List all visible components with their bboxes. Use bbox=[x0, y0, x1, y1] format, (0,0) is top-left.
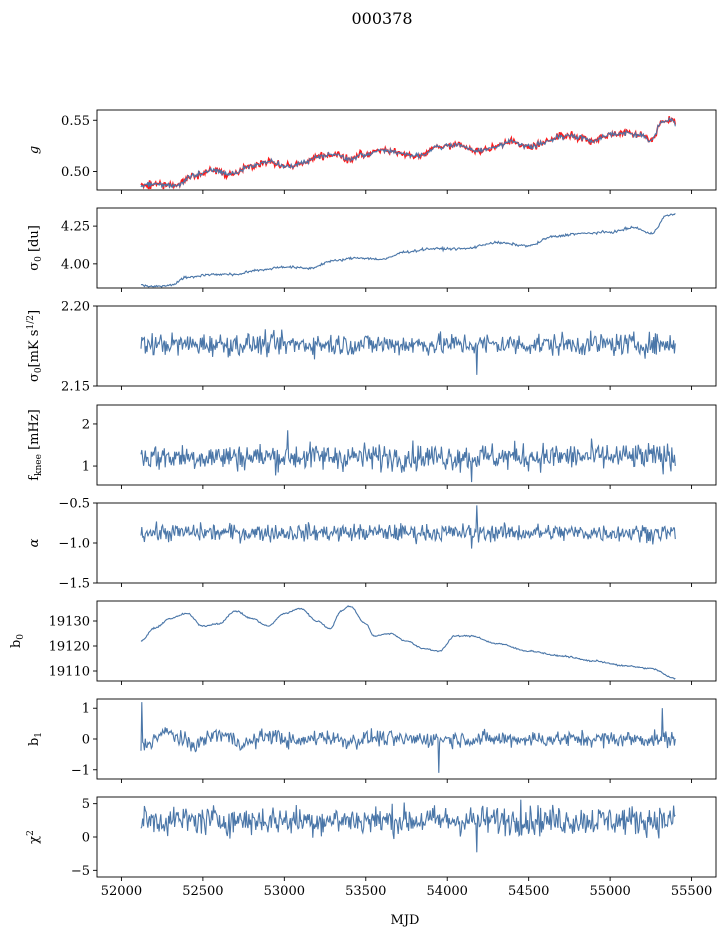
x-axis-label: MJD bbox=[391, 913, 420, 928]
y-tick-label-b0-1: 19120 bbox=[49, 640, 90, 655]
y-axis-label-b0: b0 bbox=[9, 634, 26, 648]
series-line-chi2 bbox=[140, 799, 676, 853]
y-tick-label-g-0: 0.50 bbox=[61, 165, 90, 180]
axes-frame-sigma0_du bbox=[96, 207, 717, 289]
y-tick-label-sigma0_mK-1: 2.20 bbox=[61, 300, 90, 315]
y-tick-label-b0-2: 19130 bbox=[49, 615, 90, 630]
series-line-g bbox=[140, 117, 676, 189]
series-highlight-g bbox=[140, 116, 677, 190]
x-tick-label-2: 53000 bbox=[264, 884, 305, 899]
series-line-sigma0_du bbox=[140, 213, 676, 288]
y-tick-label-fknee-1: 2 bbox=[82, 417, 90, 432]
series-line-b0 bbox=[140, 605, 676, 680]
panel-fknee: 1 2 fknee [mHz] bbox=[27, 404, 717, 489]
axes-frame-alpha bbox=[96, 502, 717, 584]
y-tick-label-alpha-2: −0.5 bbox=[58, 497, 90, 512]
y-tick-label-sigma0_mK-0: 2.15 bbox=[61, 380, 90, 395]
series-line-b1 bbox=[140, 702, 676, 773]
y-tick-label-alpha-1: −1.0 bbox=[58, 537, 90, 552]
axes-frame-chi2 bbox=[96, 796, 717, 878]
y-axis-label-chi2: χ2 bbox=[26, 830, 42, 844]
y-axis-label-alpha: α bbox=[27, 538, 42, 547]
panel-b0: 19110 19120 19130 b0 bbox=[9, 600, 717, 685]
series-line-fknee bbox=[140, 430, 676, 483]
panel-sigma0_du: 4.00 4.25 σ0 [du] bbox=[27, 207, 717, 292]
x-tick-label-5: 54500 bbox=[508, 884, 549, 899]
y-tick-label-alpha-0: −1.5 bbox=[58, 577, 90, 592]
x-tick-label-6: 55000 bbox=[589, 884, 630, 899]
y-tick-label-chi2-0: −5 bbox=[71, 864, 90, 879]
x-tick-label-0: 52000 bbox=[101, 884, 142, 899]
y-axis-label-fknee: fknee [mHz] bbox=[27, 409, 44, 481]
y-tick-label-chi2-1: 0 bbox=[82, 831, 90, 846]
x-tick-label-4: 54000 bbox=[427, 884, 468, 899]
axes-frame-b0 bbox=[96, 600, 717, 682]
figure-title: 000378 bbox=[351, 9, 412, 28]
series-line-sigma0_mK bbox=[140, 329, 676, 375]
axes-frame-g bbox=[96, 109, 717, 191]
y-tick-label-fknee-0: 1 bbox=[82, 460, 90, 475]
y-tick-label-b1-1: 0 bbox=[82, 733, 90, 748]
y-tick-label-chi2-2: 5 bbox=[82, 797, 90, 812]
series-line-alpha bbox=[140, 505, 676, 549]
y-axis-label-sigma0_du: σ0 [du] bbox=[27, 225, 44, 271]
x-tick-label-3: 53500 bbox=[345, 884, 386, 899]
panel-b1: −1 0 1 b1 bbox=[27, 698, 717, 783]
panel-sigma0_mK: 2.15 2.20 σ0[mK s1/2] bbox=[26, 300, 717, 395]
panel-g: 0.50 0.55 g bbox=[27, 109, 717, 194]
x-tick-label-7: 55500 bbox=[671, 884, 712, 899]
y-tick-label-g-1: 0.55 bbox=[61, 114, 90, 129]
y-tick-label-b0-0: 19110 bbox=[49, 665, 90, 680]
y-tick-label-b1-2: 1 bbox=[82, 702, 90, 717]
axes-frame-fknee bbox=[96, 404, 717, 486]
y-axis-label-g: g bbox=[27, 146, 42, 154]
y-tick-label-sigma0_du-0: 4.00 bbox=[61, 257, 90, 272]
y-axis-label-b1: b1 bbox=[27, 732, 44, 746]
y-tick-label-sigma0_du-1: 4.25 bbox=[61, 220, 90, 235]
x-tick-label-1: 52500 bbox=[182, 884, 223, 899]
y-tick-label-b1-0: −1 bbox=[71, 763, 90, 778]
panel-chi2: 52000 52500 53000 53500 54000 54500 55000 55500… bbox=[26, 796, 717, 899]
panel-alpha: −1.5 −1.0 −0.5 α bbox=[27, 497, 717, 592]
y-axis-label-sigma0_mK: σ0[mK s1/2] bbox=[26, 310, 44, 382]
axes-frame-sigma0_mK bbox=[96, 305, 717, 387]
panels: 0.50 0.55 g 4.00 4.25 σ0 [du] 2.15 2.20 σ0[mK s1… bbox=[9, 109, 717, 899]
